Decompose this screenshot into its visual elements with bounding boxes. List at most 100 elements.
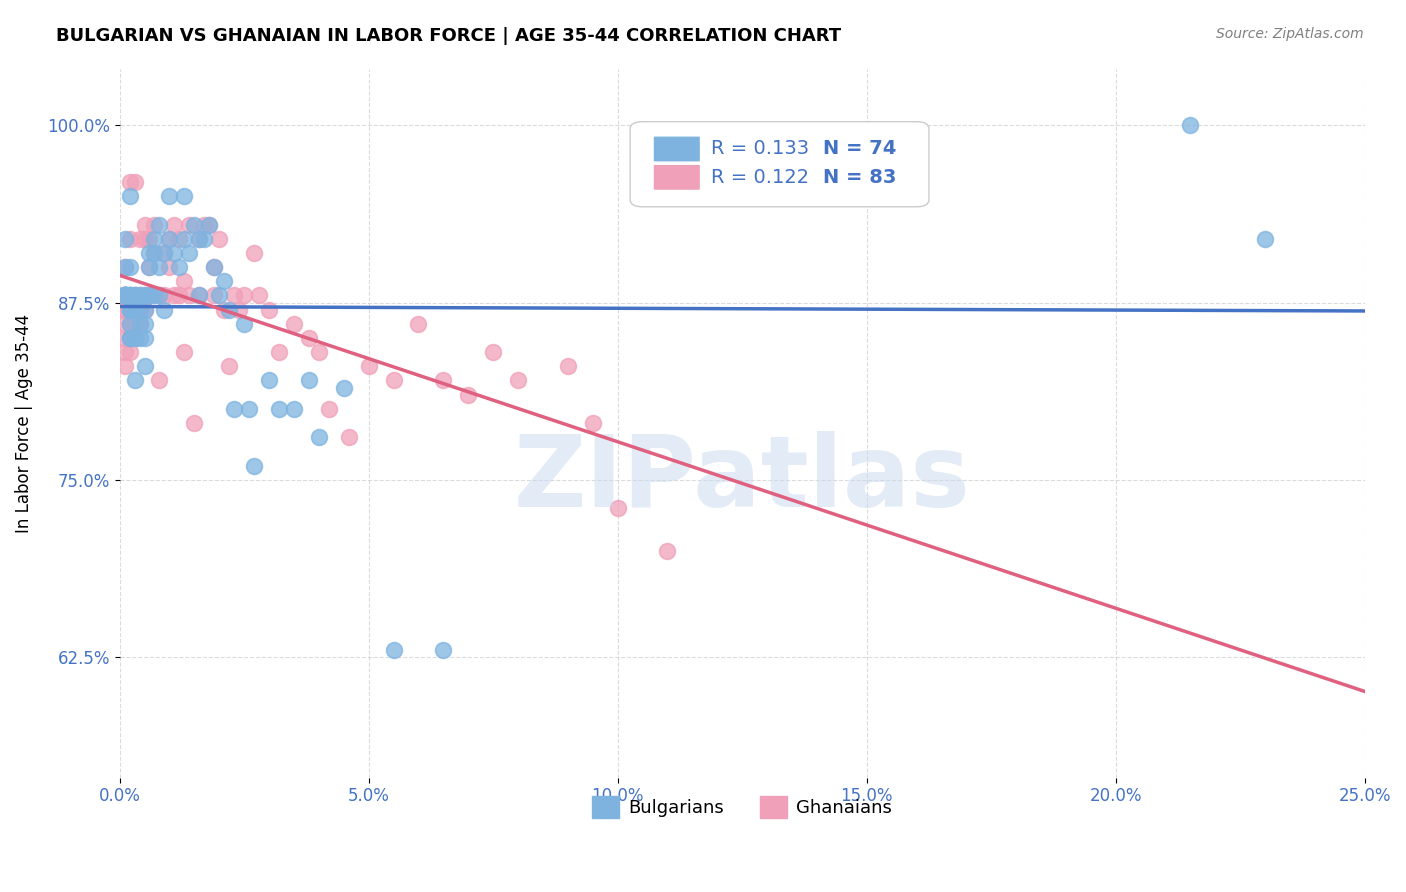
Point — [143, 245, 166, 260]
Point — [382, 374, 405, 388]
Point — [153, 245, 176, 260]
Point — [114, 288, 136, 302]
Point — [169, 232, 191, 246]
Point — [208, 232, 231, 246]
Point — [138, 260, 160, 274]
Point — [134, 302, 156, 317]
Text: R = 0.122: R = 0.122 — [711, 168, 810, 186]
Point — [134, 232, 156, 246]
Legend: Bulgarians, Ghanaians: Bulgarians, Ghanaians — [585, 789, 900, 825]
Point — [114, 288, 136, 302]
Point — [124, 175, 146, 189]
Point — [482, 345, 505, 359]
FancyBboxPatch shape — [630, 121, 929, 207]
Point — [173, 274, 195, 288]
Point — [118, 288, 141, 302]
Point — [143, 218, 166, 232]
Point — [173, 232, 195, 246]
Text: N = 74: N = 74 — [823, 139, 897, 158]
Point — [143, 288, 166, 302]
Point — [134, 218, 156, 232]
Point — [153, 302, 176, 317]
Point — [138, 288, 160, 302]
Point — [114, 288, 136, 302]
Point — [118, 331, 141, 345]
Point — [606, 501, 628, 516]
Point — [114, 260, 136, 274]
Point — [128, 288, 150, 302]
Point — [114, 288, 136, 302]
Point — [212, 302, 235, 317]
Point — [138, 288, 160, 302]
Point — [157, 189, 180, 203]
Point — [183, 416, 205, 430]
Point — [157, 232, 180, 246]
Point — [118, 317, 141, 331]
Point — [408, 317, 430, 331]
Point — [124, 374, 146, 388]
Point — [267, 345, 290, 359]
Point — [357, 359, 380, 374]
Point — [114, 331, 136, 345]
Point — [118, 175, 141, 189]
Point — [657, 543, 679, 558]
Point — [118, 302, 141, 317]
Point — [224, 401, 246, 416]
Point — [134, 302, 156, 317]
Point — [202, 260, 225, 274]
Point — [157, 232, 180, 246]
Y-axis label: In Labor Force | Age 35-44: In Labor Force | Age 35-44 — [15, 313, 32, 533]
Point — [332, 381, 354, 395]
Point — [118, 302, 141, 317]
Point — [283, 317, 305, 331]
Point — [298, 331, 321, 345]
Point — [124, 331, 146, 345]
Point — [114, 288, 136, 302]
Point — [114, 288, 136, 302]
Point — [198, 218, 221, 232]
Point — [134, 317, 156, 331]
Point — [267, 401, 290, 416]
Point — [124, 288, 146, 302]
Point — [143, 245, 166, 260]
Point — [138, 232, 160, 246]
Point — [134, 288, 156, 302]
Point — [114, 288, 136, 302]
Point — [233, 288, 256, 302]
Point — [148, 218, 170, 232]
Point — [224, 288, 246, 302]
Point — [257, 302, 280, 317]
Point — [114, 232, 136, 246]
Point — [218, 359, 240, 374]
Point — [118, 331, 141, 345]
Text: N = 83: N = 83 — [823, 168, 897, 186]
Point — [118, 288, 141, 302]
Point — [153, 245, 176, 260]
Point — [128, 331, 150, 345]
Point — [169, 288, 191, 302]
Point — [128, 317, 150, 331]
FancyBboxPatch shape — [654, 165, 700, 190]
Text: ZIPatlas: ZIPatlas — [513, 431, 970, 528]
Point — [1254, 232, 1277, 246]
Point — [202, 288, 225, 302]
Point — [457, 387, 479, 401]
Point — [114, 345, 136, 359]
Point — [308, 430, 330, 444]
Point — [193, 218, 215, 232]
Point — [193, 232, 215, 246]
Point — [188, 232, 211, 246]
Point — [173, 345, 195, 359]
Text: R = 0.133: R = 0.133 — [711, 139, 810, 158]
Point — [163, 218, 186, 232]
Point — [118, 288, 141, 302]
Point — [188, 288, 211, 302]
Point — [179, 218, 201, 232]
Point — [208, 288, 231, 302]
Point — [114, 288, 136, 302]
Point — [114, 260, 136, 274]
Point — [124, 331, 146, 345]
Point — [212, 274, 235, 288]
Point — [118, 317, 141, 331]
Text: BULGARIAN VS GHANAIAN IN LABOR FORCE | AGE 35-44 CORRELATION CHART: BULGARIAN VS GHANAIAN IN LABOR FORCE | A… — [56, 27, 841, 45]
